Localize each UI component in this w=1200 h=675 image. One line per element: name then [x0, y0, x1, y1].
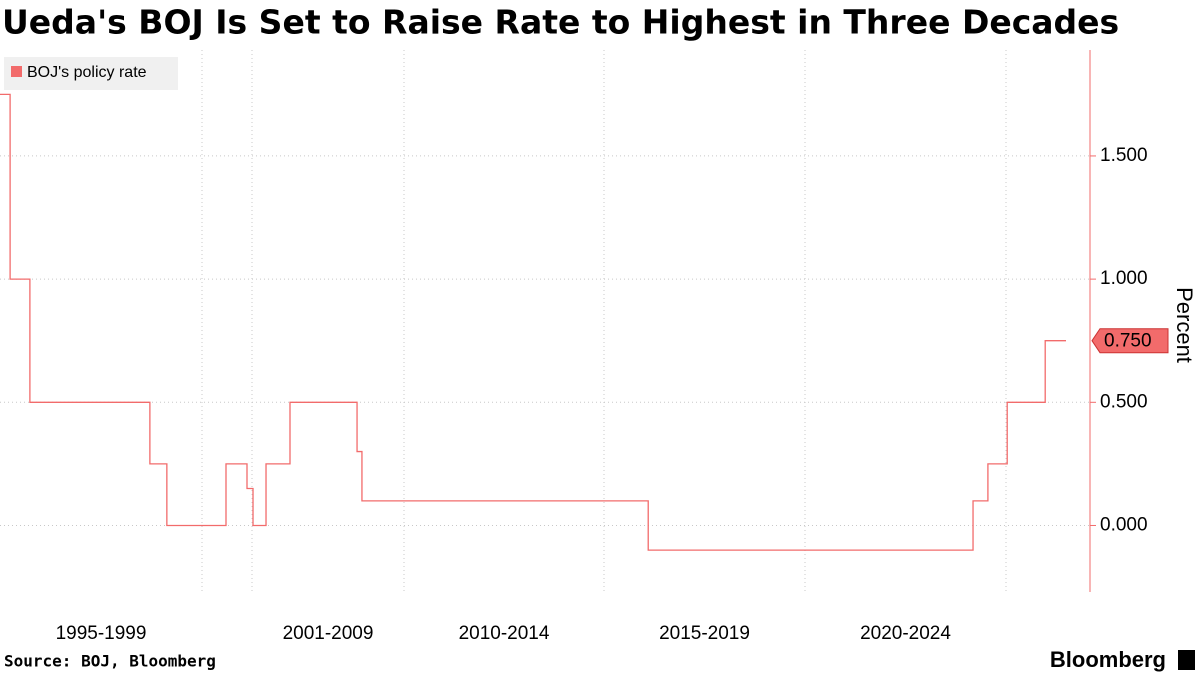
legend-swatch: [11, 66, 22, 77]
x-tick-label: 2010-2014: [459, 623, 550, 644]
value-tag: [1091, 328, 1169, 354]
x-tick-label: 2001-2009: [283, 623, 374, 644]
source: Source: BOJ, Bloomberg: [4, 652, 216, 671]
x-tick-label: 2020-2024: [860, 623, 951, 644]
x-tick-label: 1995-1999: [56, 623, 147, 644]
legend-label: BOJ's policy rate: [27, 64, 147, 81]
brand: Bloomberg: [1050, 647, 1166, 672]
line: [0, 93, 1066, 551]
chart-title: Ueda's BOJ Is Set to Raise Rate to Highe…: [2, 3, 1119, 42]
y-tick-label: 0.500: [1100, 391, 1148, 412]
value-label: 0.750: [1104, 331, 1152, 352]
legend-box: [4, 57, 178, 90]
y-tick-label: 1.500: [1100, 145, 1148, 166]
brand-icon: [1178, 650, 1195, 670]
y-tick-label: 0.000: [1100, 514, 1148, 535]
y-tick-label: 1.000: [1100, 268, 1148, 289]
y-axis-label: Percent: [1172, 287, 1197, 363]
x-tick-label: 2015-2019: [659, 623, 750, 644]
